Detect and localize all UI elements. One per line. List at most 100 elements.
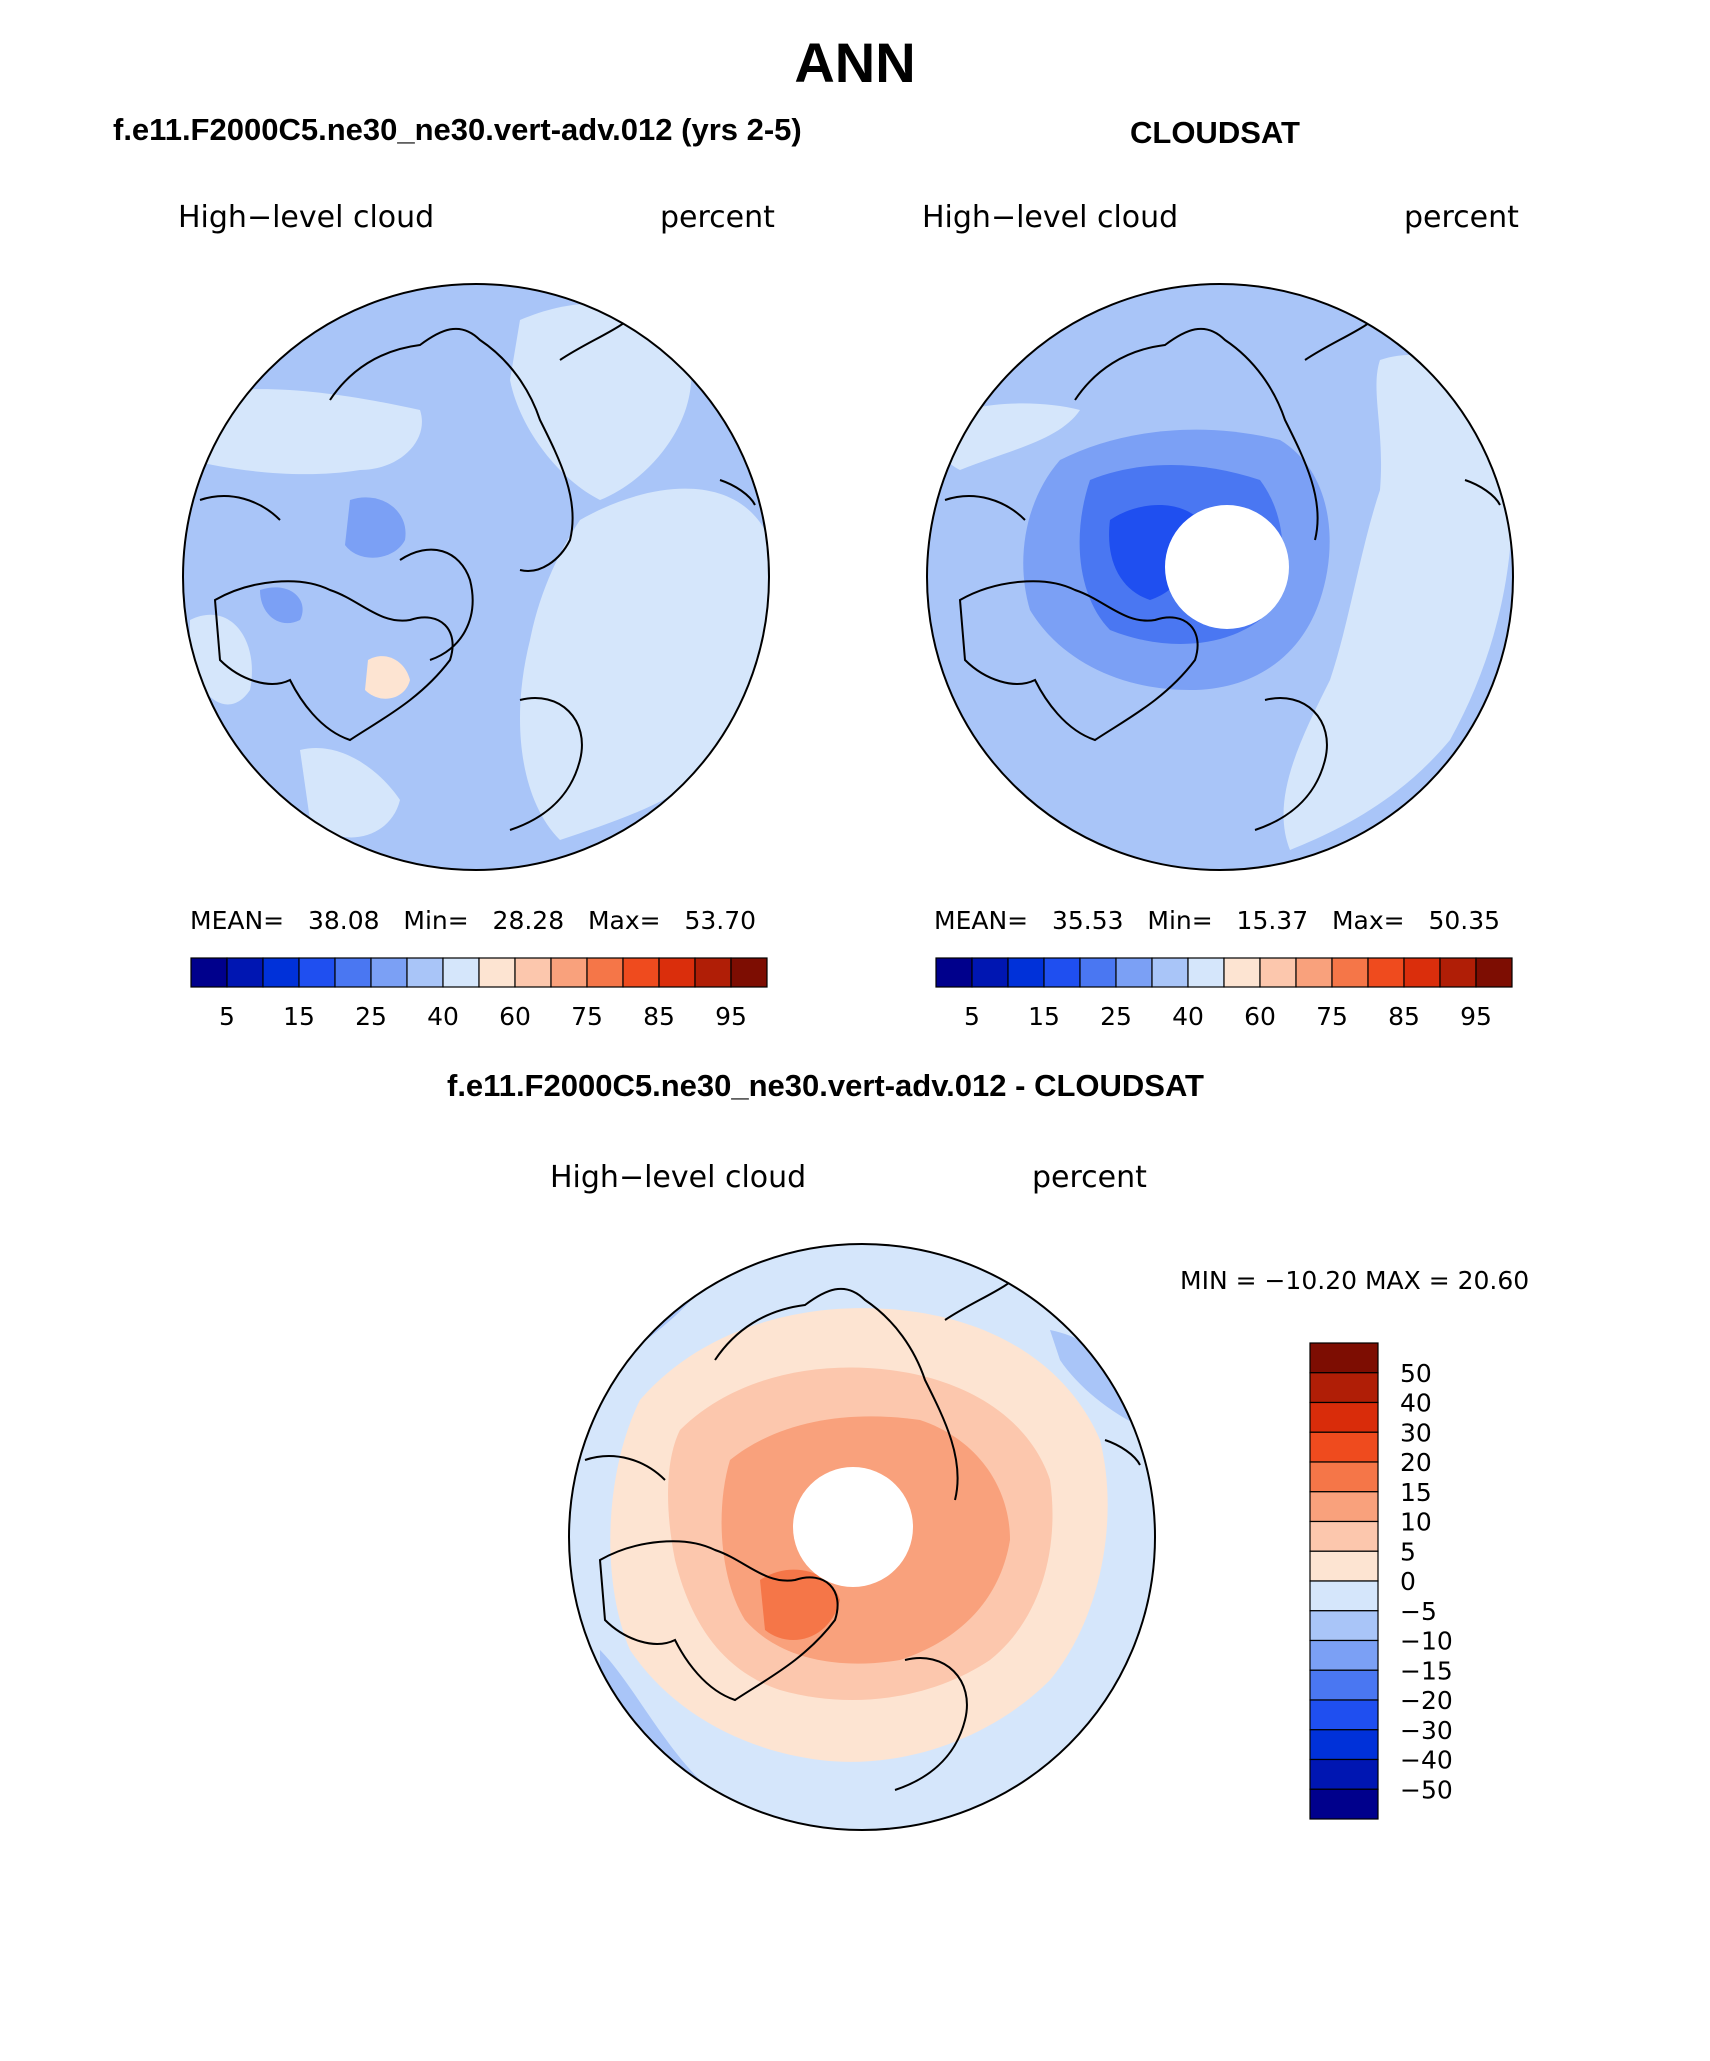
obs-colorbar-tick-label: 40 — [1172, 1002, 1204, 1031]
diff-colorbar-tick-label: −30 — [1400, 1716, 1453, 1745]
model-colorbar: 5 15 25 40 60 75 85 95 — [190, 957, 768, 1031]
model-max-label: Max= — [587, 906, 661, 935]
diff-colorbar-tick-label: −5 — [1400, 1597, 1437, 1626]
model-polar-map — [182, 283, 770, 871]
obs-colorbar-box — [1295, 957, 1333, 988]
diff-colorbar-box — [1309, 1461, 1379, 1493]
model-stats: MEAN= 38.08 Min= 28.28 Max= 53.70 — [190, 906, 756, 935]
diff-colorbar-tick-label: 10 — [1400, 1508, 1432, 1537]
obs-colorbar-box — [1187, 957, 1225, 988]
diff-colorbar-box — [1309, 1401, 1379, 1433]
obs-colorbar-box — [1151, 957, 1189, 988]
diff-polar-map — [568, 1243, 1156, 1831]
model-colorbar-box — [550, 957, 588, 988]
diff-colorbar-box — [1309, 1491, 1379, 1523]
model-mean-label: MEAN= — [190, 906, 285, 935]
model-colorbar-box — [586, 957, 624, 988]
model-colorbar-tick-label: 75 — [571, 1002, 603, 1031]
model-colorbar-box — [442, 957, 480, 988]
obs-min-label: Min= — [1147, 906, 1213, 935]
diff-minmax-text: MIN = −10.20 MAX = 20.60 — [1180, 1266, 1530, 1295]
diff-colorbar-tick-label: −40 — [1400, 1746, 1453, 1775]
diff-panel-title: f.e11.F2000C5.ne30_ne30.vert-adv.012 - C… — [447, 1068, 1204, 1103]
obs-variable-label: High−level cloud — [922, 200, 1179, 235]
diff-colorbar-box — [1309, 1669, 1379, 1701]
obs-colorbar-tick-label: 85 — [1388, 1002, 1420, 1031]
model-colorbar-tick-label: 25 — [355, 1002, 387, 1031]
obs-colorbar-box — [1007, 957, 1045, 988]
obs-colorbar-box — [1043, 957, 1081, 988]
model-colorbar-box — [262, 957, 300, 988]
obs-colorbar-box — [1367, 957, 1405, 988]
diff-colorbar-tick-label: 5 — [1400, 1537, 1416, 1566]
diff-variable-label: High−level cloud — [550, 1160, 807, 1195]
obs-colorbar-box — [935, 957, 973, 988]
obs-colorbar-tick-label: 15 — [1028, 1002, 1060, 1031]
model-min-value: 28.28 — [492, 906, 565, 935]
model-colorbar-box — [730, 957, 768, 988]
model-mean-value: 38.08 — [307, 906, 380, 935]
model-units-label: percent — [660, 200, 775, 235]
diff-colorbar-box — [1309, 1639, 1379, 1671]
diff-colorbar-tick-label: 30 — [1400, 1418, 1432, 1447]
diff-colorbar-box — [1309, 1729, 1379, 1761]
diff-colorbar-tick-label: 20 — [1400, 1448, 1432, 1477]
diff-colorbar-box — [1309, 1431, 1379, 1463]
model-colorbar-box — [514, 957, 552, 988]
model-colorbar-box — [334, 957, 372, 988]
obs-units-label: percent — [1404, 200, 1519, 235]
model-colorbar-box — [658, 957, 696, 988]
diff-colorbar-box — [1309, 1580, 1379, 1612]
model-colorbar-tick-label: 60 — [499, 1002, 531, 1031]
diff-colorbar-box — [1309, 1520, 1379, 1552]
obs-mean-value: 35.53 — [1051, 906, 1124, 935]
model-panel-title: f.e11.F2000C5.ne30_ne30.vert-adv.012 (yr… — [113, 112, 802, 147]
model-max-value: 53.70 — [684, 906, 757, 935]
model-variable-label: High−level cloud — [178, 200, 435, 235]
diff-colorbar-tick-label: −15 — [1400, 1656, 1453, 1685]
model-colorbar-box — [478, 957, 516, 988]
model-colorbar-box — [370, 957, 408, 988]
obs-colorbar-tick-label: 25 — [1100, 1002, 1132, 1031]
model-min-label: Min= — [403, 906, 469, 935]
model-colorbar-box — [622, 957, 660, 988]
diff-colorbar-box — [1309, 1342, 1379, 1374]
obs-colorbar-tick-label: 95 — [1460, 1002, 1492, 1031]
model-colorbar-box — [298, 957, 336, 988]
obs-colorbar-box — [1475, 957, 1513, 988]
diff-colorbar-tick-label: −50 — [1400, 1775, 1453, 1804]
model-colorbar-tick-label: 85 — [643, 1002, 675, 1031]
model-colorbar-box — [190, 957, 228, 988]
diff-colorbar-tick-label: 15 — [1400, 1478, 1432, 1507]
obs-colorbar-tick-label: 5 — [964, 1002, 980, 1031]
obs-min-value: 15.37 — [1236, 906, 1309, 935]
model-colorbar-box — [226, 957, 264, 988]
diff-colorbar-box — [1309, 1699, 1379, 1731]
obs-max-label: Max= — [1331, 906, 1405, 935]
obs-colorbar-box — [1259, 957, 1297, 988]
obs-colorbar-box — [1439, 957, 1477, 988]
diff-colorbar-tick-label: −20 — [1400, 1686, 1453, 1715]
model-colorbar-tick-label: 5 — [219, 1002, 235, 1031]
diff-colorbar-tick-label: −10 — [1400, 1627, 1453, 1656]
diff-colorbar-box — [1309, 1758, 1379, 1790]
diff-colorbar-tick-label: 0 — [1400, 1567, 1416, 1596]
diff-colorbar-box — [1309, 1550, 1379, 1582]
diff-units-label: percent — [1032, 1160, 1147, 1195]
obs-panel-title: CLOUDSAT — [1130, 115, 1300, 150]
model-colorbar-tick-label: 40 — [427, 1002, 459, 1031]
obs-colorbar-tick-label: 75 — [1316, 1002, 1348, 1031]
diff-colorbar-box — [1309, 1610, 1379, 1642]
obs-colorbar-box — [1403, 957, 1441, 988]
obs-polar-map — [926, 283, 1514, 871]
main-title: ANN — [794, 31, 916, 94]
obs-colorbar-box — [1223, 957, 1261, 988]
obs-colorbar-box — [1079, 957, 1117, 988]
obs-colorbar-box — [971, 957, 1009, 988]
obs-colorbar-tick-label: 60 — [1244, 1002, 1276, 1031]
diff-colorbar-box — [1309, 1788, 1379, 1820]
obs-mean-label: MEAN= — [934, 906, 1029, 935]
